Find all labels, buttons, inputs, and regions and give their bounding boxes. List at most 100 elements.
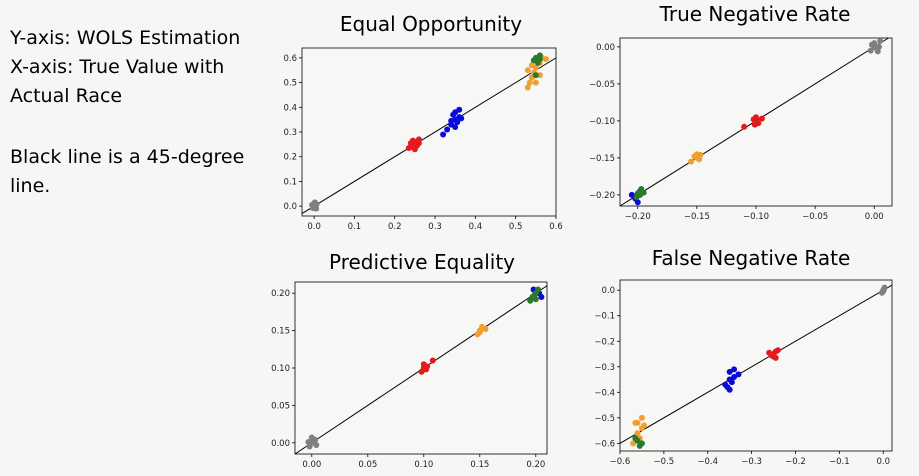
y-tick-label: −0.15 (589, 154, 615, 164)
x-tick-label: −0.2 (785, 457, 806, 467)
x-tick-label: 0.0 (876, 457, 890, 467)
scatter-point-red (407, 140, 414, 147)
x-tick-label: 0.00 (302, 460, 321, 470)
chart-svg: −0.6 −0.5 −0.4 −0.3 −0.2 −0.1 0.0 0.0 −0.1 −0.2 −0… (594, 279, 893, 467)
chart-equal-opportunity: Equal Opportunity 0.0 0.1 0.2 0.3 0.4 0.5 0.6 0… (270, 8, 570, 238)
scatter-point-gray (309, 205, 316, 212)
x-tick-label: −0.10 (743, 212, 769, 222)
scatter-point-orange (638, 425, 645, 432)
legend-note-line-5: line. (10, 175, 51, 197)
scatter-point-gray (874, 48, 881, 55)
scatter-point-orange (630, 440, 637, 447)
y-tick-label: 0.05 (271, 401, 290, 411)
y-tick-label: 0.0 (601, 286, 615, 296)
scatter-point-gray (311, 438, 318, 445)
scatter-point-blue (726, 368, 733, 375)
x-tick-label: 0.2 (388, 222, 402, 232)
x-tick-label: 0.3 (428, 222, 442, 232)
scatter-point-red (405, 145, 412, 152)
scatter-point-red (411, 146, 418, 153)
legend-note-line-1: Y-axis: WOLS Estimation (10, 27, 241, 49)
scatter-point-orange (526, 79, 533, 86)
scatter-point-red (751, 121, 758, 128)
y-tick-label: 0.2 (283, 153, 297, 163)
scatter-point-green (632, 435, 639, 442)
x-tick-label: −0.20 (625, 212, 651, 222)
scatter-point-blue (731, 373, 738, 380)
scatter-point-orange (528, 62, 535, 69)
x-tick-label: 0.00 (865, 212, 884, 222)
y-tick-label: 0.3 (283, 128, 297, 138)
legend-note-line-4: Black line is a 45-degree (10, 146, 245, 168)
scatter-point-green (532, 72, 539, 79)
x-tick-label: 0.10 (414, 460, 433, 470)
scatter-point-orange (697, 151, 704, 158)
scatter-point-gray (867, 47, 874, 54)
x-tick-label: 0.5 (509, 222, 523, 232)
scatter-point-green (532, 296, 539, 303)
chart-svg: −0.20 −0.15 −0.10 −0.05 0.00 0.00 −0.05 −0.10 −0… (589, 37, 893, 222)
y-tick-label: 0.6 (283, 54, 297, 64)
y-tick-label: −0.6 (594, 439, 615, 449)
scatter-point-blue (456, 106, 463, 113)
y-tick-label: −0.05 (589, 80, 615, 90)
chart-title: Predictive Equality (329, 250, 515, 274)
scatter-point-green (530, 57, 537, 64)
y-tick-label: 0.00 (596, 43, 615, 53)
y-tick-label: 0.0 (283, 202, 297, 212)
scatter-point-red (772, 354, 779, 361)
diagonal-45-line (619, 284, 893, 444)
scatter-point-red (741, 123, 748, 130)
y-tick-label: 0.20 (271, 289, 290, 299)
scatter-point-orange (482, 326, 489, 333)
x-tick-label: 0.0 (307, 222, 321, 232)
scatter-point-gray (881, 285, 888, 292)
scatter-point-orange (524, 84, 531, 91)
x-tick-label: −0.5 (654, 457, 675, 467)
scatter-point-orange (634, 430, 641, 437)
y-tick-label: −0.4 (594, 388, 615, 398)
y-tick-label: 0.4 (283, 103, 297, 113)
scatter-point-blue (458, 115, 465, 122)
scatter-point-blue (722, 381, 729, 388)
scatter-point-green (527, 297, 534, 304)
scatter-point-gray (868, 41, 875, 48)
chart-svg: 0.0 0.1 0.2 0.3 0.4 0.5 0.6 0.0 0.1 0.2 0.3 0.4 0.5 0… (283, 47, 563, 232)
scatter-point-gray (305, 439, 312, 446)
plot-area (301, 47, 557, 217)
x-tick-label: −0.1 (829, 457, 850, 467)
scatter-point-gray (313, 201, 320, 208)
scatter-point-blue (454, 119, 461, 126)
scatter-point-green (638, 185, 645, 192)
scatter-point-blue (538, 293, 545, 300)
scatter-point-red (774, 347, 781, 354)
scatter-point-red (415, 136, 422, 143)
y-tick-label: −0.3 (594, 363, 615, 373)
chart-true-negative-rate: True Negative Rate −0.20 −0.15 −0.10 −0.05 0… (580, 0, 919, 225)
chart-false-negative-rate: False Negative Rate −0.6 −0.5 −0.4 −0.3 −0.2… (576, 242, 919, 476)
chart-predictive-equality: Predictive Equality 0.00 0.05 0.10 0.15 0.20… (260, 248, 560, 476)
x-tick-label: −0.6 (610, 457, 631, 467)
chart-title: Equal Opportunity (339, 12, 523, 36)
scatter-point-blue (628, 191, 635, 198)
scatter-point-blue (735, 371, 742, 378)
scatter-point-orange (524, 67, 531, 74)
x-tick-label: 0.6 (549, 222, 563, 232)
scatter-point-gray (877, 37, 884, 44)
x-tick-label: −0.05 (802, 212, 828, 222)
plot-area (619, 279, 893, 452)
x-tick-label: 0.4 (469, 222, 483, 232)
scatter-point-green (636, 442, 643, 449)
scatter-point-green (536, 56, 543, 63)
diagonal-45-line (301, 57, 557, 214)
scatter-point-blue (452, 124, 459, 131)
x-tick-label: 0.20 (526, 460, 545, 470)
y-tick-label: −0.1 (594, 312, 615, 322)
scatter-point-orange (542, 56, 549, 63)
y-tick-label: −0.20 (589, 191, 615, 201)
y-tick-label: −0.2 (594, 337, 615, 347)
scatter-point-orange (687, 158, 694, 165)
scatter-point-orange (638, 414, 645, 421)
scatter-point-orange (476, 329, 483, 336)
scatter-point-green (531, 291, 538, 298)
